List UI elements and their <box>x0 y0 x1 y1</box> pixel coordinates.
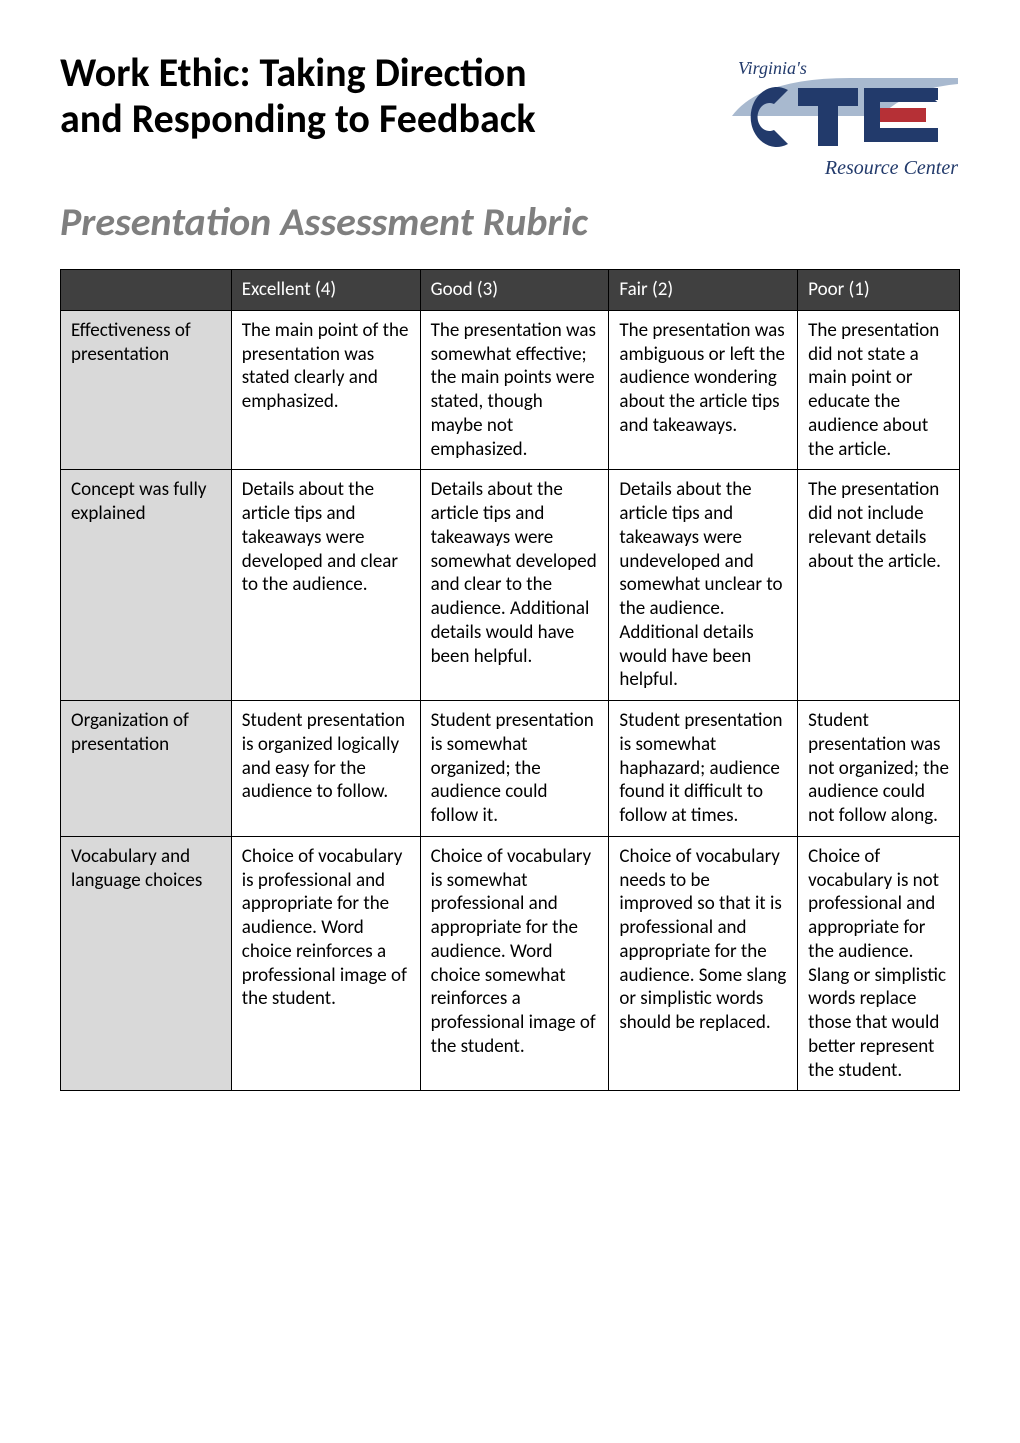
row-label: Concept was fully explained <box>61 470 232 701</box>
title-line-1: Work Ethic: Taking Direction <box>60 48 527 97</box>
table-row: Effectiveness of presentation The main p… <box>61 310 960 470</box>
rubric-cell: Choice of vocabulary needs to be improve… <box>609 836 798 1091</box>
table-header-row: Excellent (4) Good (3) Fair (2) Poor (1) <box>61 270 960 311</box>
rubric-cell: Details about the article tips and takea… <box>420 470 609 701</box>
row-label: Effectiveness of presentation <box>61 310 232 470</box>
header-cell-excellent: Excellent (4) <box>231 270 420 311</box>
page-title: Work Ethic: Taking Direction and Respond… <box>60 50 710 142</box>
header-cell-fair: Fair (2) <box>609 270 798 311</box>
row-label: Vocabulary and language choices <box>61 836 232 1091</box>
rubric-cell: Details about the article tips and takea… <box>609 470 798 701</box>
table-row: Organization of presentation Student pre… <box>61 701 960 837</box>
title-block: Work Ethic: Taking Direction and Respond… <box>60 50 710 144</box>
rubric-cell: Student presentation is somewhat organiz… <box>420 701 609 837</box>
cte-logo: Virginia's Resource Center <box>730 56 960 191</box>
header-cell-blank <box>61 270 232 311</box>
rubric-cell: The presentation was somewhat effective;… <box>420 310 609 470</box>
rubric-cell: Choice of vocabulary is somewhat profess… <box>420 836 609 1091</box>
logo-top-text: Virginia's <box>738 58 807 78</box>
rubric-cell: Choice of vocabulary is professional and… <box>231 836 420 1091</box>
rubric-cell: The presentation was ambiguous or left t… <box>609 310 798 470</box>
table-row: Concept was fully explained Details abou… <box>61 470 960 701</box>
header-cell-good: Good (3) <box>420 270 609 311</box>
page-subtitle: Presentation Assessment Rubric <box>60 199 960 245</box>
rubric-cell: Details about the article tips and takea… <box>231 470 420 701</box>
table-row: Vocabulary and language choices Choice o… <box>61 836 960 1091</box>
rubric-cell: Student presentation is somewhat haphaza… <box>609 701 798 837</box>
header-cell-poor: Poor (1) <box>798 270 960 311</box>
header-row: Work Ethic: Taking Direction and Respond… <box>60 50 960 191</box>
row-label: Organization of presentation <box>61 701 232 837</box>
rubric-cell: The main point of the presentation was s… <box>231 310 420 470</box>
logo-bottom-text: Resource Center <box>824 157 958 179</box>
title-line-2: and Responding to Feedback <box>60 94 536 143</box>
rubric-cell: Student presentation is organized logica… <box>231 701 420 837</box>
rubric-cell: Choice of vocabulary is not professional… <box>798 836 960 1091</box>
rubric-table: Excellent (4) Good (3) Fair (2) Poor (1)… <box>60 269 960 1091</box>
rubric-cell: The presentation did not include relevan… <box>798 470 960 701</box>
rubric-cell: The presentation did not state a main po… <box>798 310 960 470</box>
rubric-cell: Student presentation was not organized; … <box>798 701 960 837</box>
